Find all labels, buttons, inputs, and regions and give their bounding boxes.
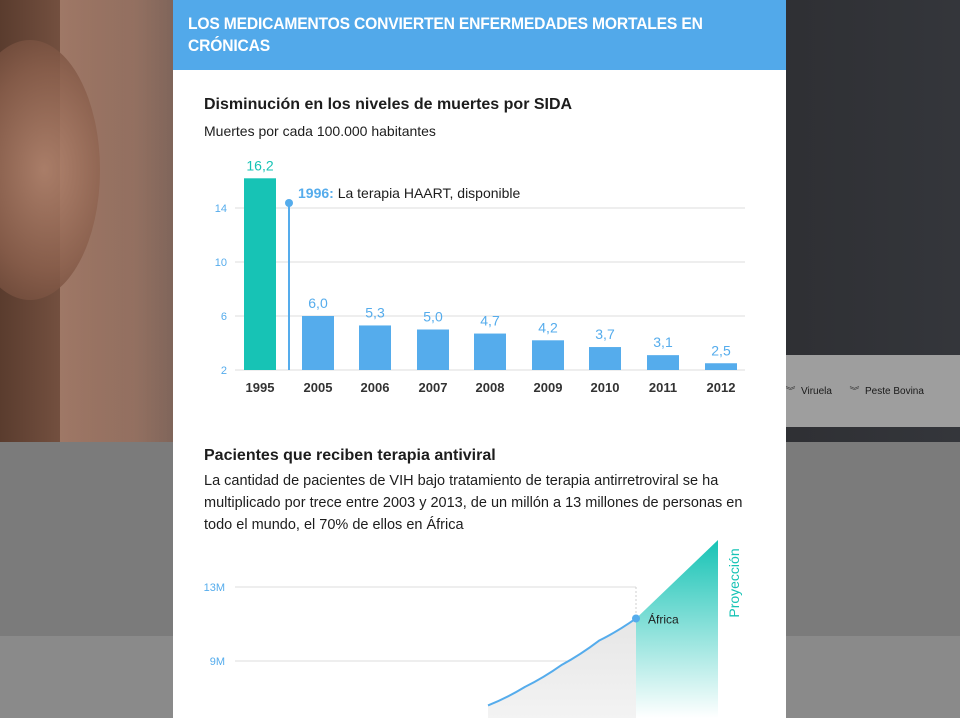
annotation-year: 1996:	[298, 185, 334, 201]
x-tick-label: 2005	[304, 380, 333, 395]
y-tick-label: 6	[221, 311, 227, 323]
bar-2009	[532, 340, 564, 370]
bar-2006	[359, 325, 391, 370]
annotation-text: La terapia HAART, disponible	[334, 185, 521, 201]
nav-item-label: Viruela	[801, 385, 832, 397]
infographic-title: LOS MEDICAMENTOS CONVIERTEN ENFERMEDADES…	[188, 14, 703, 55]
nav-item-label: Peste Bovina	[864, 385, 924, 397]
chevron-double-down-icon: ︾	[785, 385, 796, 396]
africa-point	[632, 614, 640, 623]
annotation-label: 1996: La terapia HAART, disponible	[298, 185, 521, 201]
patients-area-chart: 9M 13M África Proyección	[204, 540, 742, 718]
nav-item-peste-bovina[interactable]: ︾ Peste Bovina	[850, 386, 924, 397]
x-tick-label: 2012	[707, 380, 736, 395]
bar-value-label: 5,0	[423, 309, 443, 325]
section-title-deaths: Disminución en los niveles de muertes po…	[204, 96, 573, 113]
x-tick-label: 2007	[419, 380, 448, 395]
x-tick-label: 2006	[361, 380, 390, 395]
chevron-double-down-icon: ︾	[849, 385, 860, 396]
section-title-patients: Pacientes que reciben terapia antiviral	[204, 447, 496, 464]
section-subtitle-deaths: Muertes por cada 100.000 habitantes	[204, 123, 436, 139]
disease-nav-bar: ︾ Viruela ︾ Peste Bovina	[786, 355, 960, 427]
y-tick-label: 2	[221, 365, 227, 377]
bar-2008	[474, 333, 506, 370]
projection-label: Proyección	[726, 548, 742, 617]
bar-2005	[302, 316, 334, 370]
patients-area	[488, 618, 636, 718]
infographic-modal: LOS MEDICAMENTOS CONVIERTEN ENFERMEDADES…	[173, 0, 786, 718]
x-tick-label: 1995	[246, 380, 275, 395]
annotation-dot	[285, 199, 293, 207]
deaths-bar-chart: 2 6 10 14 16,2 1995 6,0 2005 5,3 2006 5,0 2007 4,7 20…	[215, 157, 745, 395]
bar-2012	[705, 363, 737, 370]
y-tick-label: 10	[215, 257, 227, 269]
y-tick-label: 13M	[204, 582, 225, 594]
bar-value-label: 3,7	[595, 326, 615, 342]
x-tick-label: 2009	[534, 380, 563, 395]
projection-area	[636, 540, 718, 718]
modal-header: LOS MEDICAMENTOS CONVIERTEN ENFERMEDADES…	[173, 0, 786, 70]
bar-2010	[589, 347, 621, 370]
africa-label: África	[648, 611, 679, 626]
bar-value-label: 4,2	[538, 319, 558, 335]
section-description-patients: La cantidad de pacientes de VIH bajo tra…	[204, 473, 743, 533]
bar-2007	[417, 329, 449, 370]
x-tick-label: 2010	[591, 380, 620, 395]
bar-value-label: 6,0	[308, 295, 328, 311]
bar-1995	[244, 178, 276, 370]
bar-2011	[647, 355, 679, 370]
x-tick-label: 2011	[649, 380, 677, 395]
bar-value-label: 2,5	[711, 342, 731, 358]
bar-value-label: 3,1	[653, 334, 673, 350]
patients-series-line	[487, 617, 637, 707]
nav-item-viruela[interactable]: ︾ Viruela	[786, 386, 832, 397]
y-tick-label: 9M	[210, 656, 225, 668]
bar-value-label: 4,7	[480, 313, 500, 329]
bar-value-label: 16,2	[246, 157, 273, 173]
x-tick-label: 2008	[476, 380, 505, 395]
y-tick-label: 14	[215, 203, 227, 215]
bar-value-label: 5,3	[365, 304, 385, 320]
